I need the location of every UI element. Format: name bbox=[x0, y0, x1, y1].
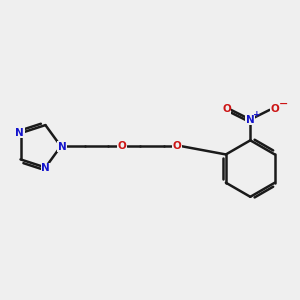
Text: N: N bbox=[58, 142, 67, 152]
Text: N: N bbox=[246, 115, 255, 124]
Text: +: + bbox=[253, 110, 261, 119]
Text: O: O bbox=[271, 104, 279, 114]
Text: O: O bbox=[173, 141, 182, 151]
Text: O: O bbox=[222, 104, 231, 114]
Text: N: N bbox=[15, 128, 24, 138]
Text: N: N bbox=[41, 163, 50, 173]
Text: −: − bbox=[279, 99, 288, 109]
Text: O: O bbox=[117, 141, 126, 151]
